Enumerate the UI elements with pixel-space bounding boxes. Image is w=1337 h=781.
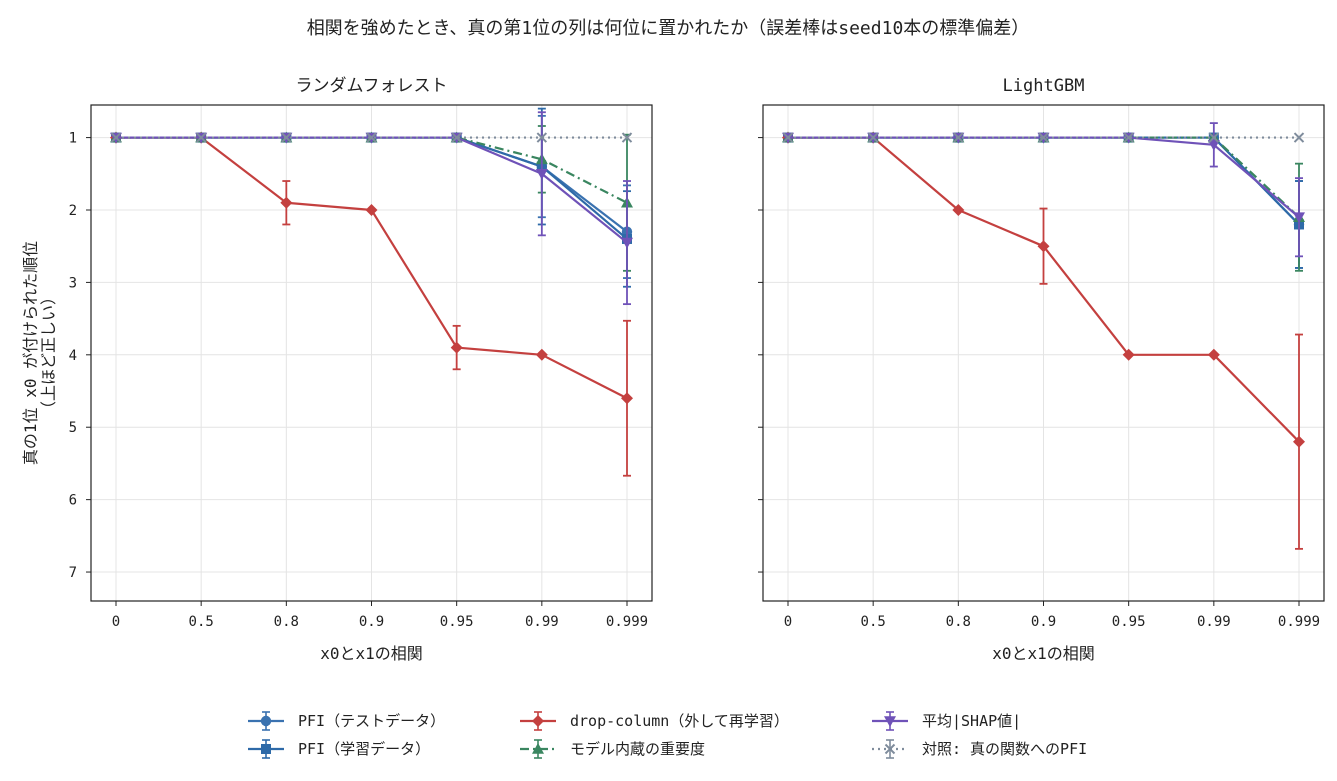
data-point — [536, 132, 548, 143]
x-tick-label: 0.999 — [1278, 614, 1320, 630]
panel-title: ランダムフォレスト — [296, 76, 448, 96]
legend-label: 対照: 真の関数へのPFI — [922, 740, 1087, 758]
x-axis-label: x0とx1の相関 — [320, 644, 423, 663]
data-point — [1038, 132, 1049, 143]
y-tick-label: 3 — [69, 275, 77, 291]
x-tick-label: 0.95 — [1112, 614, 1146, 630]
data-point — [1207, 348, 1220, 361]
x-tick-label: 0.99 — [525, 614, 559, 630]
legend: PFI（テストデータ） PFI（学習データ） drop-column（外して再学習）… — [248, 711, 1087, 759]
y-axis-label-line: 真の1位 x0 が付けられた順位 — [21, 241, 40, 465]
data-point — [1122, 348, 1135, 361]
legend-label: drop-column（外して再学習） — [570, 712, 789, 730]
y-tick-label: 6 — [69, 493, 77, 509]
legend-entry: モデル内蔵の重要度 — [520, 739, 705, 759]
data-point — [867, 132, 879, 143]
legend-label: PFI（テストデータ） — [298, 712, 445, 730]
data-point — [952, 203, 965, 216]
data-point — [621, 237, 633, 249]
legend-entry: 対照: 真の関数へのPFI — [872, 739, 1087, 759]
data-point — [1207, 140, 1220, 151]
x-tick-label: 0 — [112, 614, 120, 630]
data-point — [365, 203, 378, 216]
x-tick-label: 0.5 — [189, 614, 214, 630]
data-point — [621, 132, 633, 143]
data-point — [1208, 132, 1220, 143]
data-point — [366, 132, 377, 143]
legend-label: PFI（学習データ） — [298, 740, 430, 758]
x-tick-label: 0.8 — [274, 614, 299, 630]
data-point — [535, 348, 548, 361]
legend-marker — [261, 744, 271, 754]
legend-label: 平均|SHAP値| — [922, 712, 1021, 730]
legend-marker — [884, 716, 896, 727]
panel-random-forest: 0 0.5 0.8 0.9 0.95 0.99 0.999 1 2 3 4 5 6 7 ランダムフォレスト x… — [21, 76, 653, 663]
y-tick-label: 2 — [69, 203, 77, 219]
x-tick-label: 0 — [784, 614, 792, 630]
x-tick-label: 0.9 — [1031, 614, 1056, 630]
series-5 — [782, 132, 1305, 143]
x-tick-label: 0.9 — [359, 614, 384, 630]
y-axis-label: 真の1位 x0 が付けられた順位（上ほど正しい） — [21, 241, 58, 465]
legend-label: モデル内蔵の重要度 — [570, 740, 705, 758]
x-tick-label: 0.999 — [606, 614, 648, 630]
data-point — [1293, 435, 1305, 448]
data-point — [1037, 240, 1050, 253]
legend-entry: PFI（学習データ） — [248, 739, 430, 759]
legend-entry: PFI（テストデータ） — [248, 711, 445, 731]
y-tick-label: 5 — [69, 420, 77, 436]
x-tick-label: 0.8 — [946, 614, 971, 630]
data-point — [782, 132, 794, 143]
series-5 — [110, 132, 633, 143]
data-point — [450, 341, 463, 354]
legend-marker — [532, 715, 544, 727]
data-point — [1293, 212, 1305, 224]
x-axis-label: x0とx1の相関 — [992, 644, 1095, 663]
panel-title: LightGBM — [1003, 76, 1085, 96]
panel-lightgbm: 0 0.5 0.8 0.9 0.95 0.99 0.999 LightGBM x0とx1の相関 — [758, 76, 1325, 663]
legend-entry: drop-column（外して再学習） — [520, 711, 789, 731]
data-point — [1123, 132, 1134, 143]
y-tick-label: 4 — [69, 348, 77, 364]
data-point — [281, 132, 292, 143]
data-point — [280, 196, 293, 209]
legend-marker — [260, 715, 272, 727]
legend-entry: 平均|SHAP値| — [872, 711, 1021, 731]
x-tick-label: 0.5 — [861, 614, 886, 630]
y-axis-label-line: （上ほど正しい） — [39, 289, 58, 417]
data-point — [621, 392, 633, 405]
legend-marker — [884, 743, 896, 755]
x-tick-label: 0.95 — [440, 614, 474, 630]
legend-marker — [532, 743, 544, 754]
data-point — [195, 132, 207, 143]
data-point — [451, 132, 462, 143]
y-tick-label: 7 — [69, 565, 77, 581]
data-point — [1293, 132, 1305, 143]
data-point — [953, 132, 964, 143]
figure-suptitle: 相関を強めたとき、真の第1位の列は何位に置かれたか（誤差棒はseed10本の標準… — [307, 18, 1030, 39]
data-point — [535, 168, 548, 180]
y-tick-label: 1 — [69, 131, 77, 147]
x-tick-label: 0.99 — [1197, 614, 1231, 630]
data-point — [110, 132, 122, 143]
